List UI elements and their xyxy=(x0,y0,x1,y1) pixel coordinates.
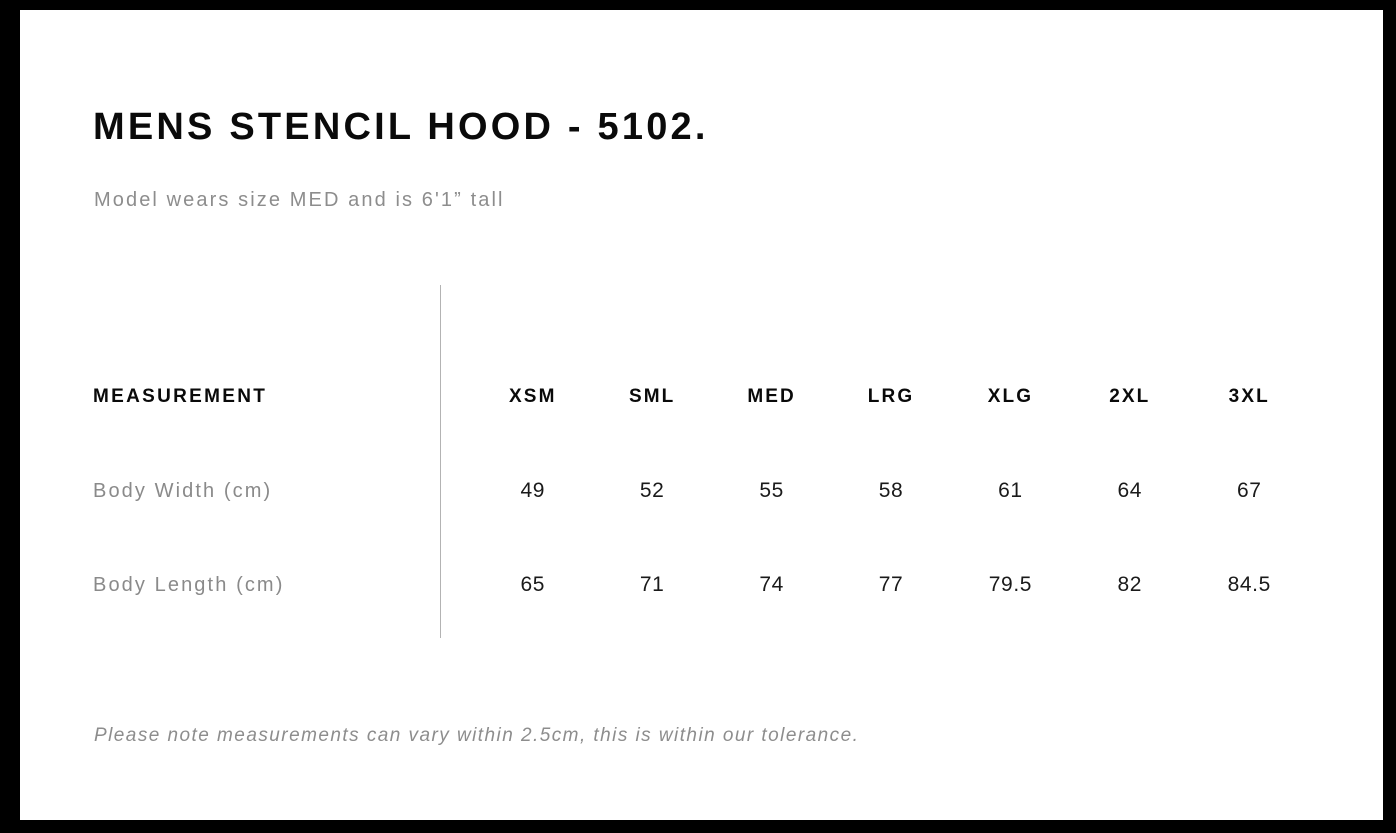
body-length-2xl: 82 xyxy=(1117,573,1143,596)
body-width-3xl: 67 xyxy=(1236,479,1262,502)
body-width-xsm: 49 xyxy=(520,479,546,502)
column-header-xsm: XSM xyxy=(509,386,557,407)
table-row: Body Width (cm) 49 52 55 58 61 64 67 xyxy=(93,444,1309,538)
table-header-row: MEASUREMENT XSM SML MED LRG XLG 2XL 3XL xyxy=(93,350,1309,444)
body-length-3xl: 84.5 xyxy=(1227,573,1271,596)
table-vertical-divider xyxy=(440,285,441,638)
body-width-med: 55 xyxy=(759,479,784,502)
body-length-xsm: 65 xyxy=(520,573,546,596)
row-label-body-width: Body Width (cm) xyxy=(93,479,273,502)
tolerance-footnote: Please note measurements can vary within… xyxy=(94,725,860,746)
size-chart-sheet: MENS STENCIL HOOD - 5102. Model wears si… xyxy=(20,10,1383,820)
body-length-lrg: 77 xyxy=(878,573,904,596)
body-width-sml: 52 xyxy=(639,479,665,502)
column-header-3xl: 3XL xyxy=(1228,386,1270,407)
size-table-container: MEASUREMENT XSM SML MED LRG XLG 2XL 3XL … xyxy=(20,10,1383,820)
table-row: Body Length (cm) 65 71 74 77 79.5 82 84.… xyxy=(93,538,1309,632)
column-header-measurement: MEASUREMENT xyxy=(93,386,268,407)
column-header-sml: SML xyxy=(628,386,676,407)
column-header-xlg: XLG xyxy=(987,386,1034,407)
body-width-2xl: 64 xyxy=(1117,479,1143,502)
body-length-sml: 71 xyxy=(639,573,665,596)
column-header-2xl: 2XL xyxy=(1109,386,1151,407)
column-header-med: MED xyxy=(747,386,796,407)
body-width-xlg: 61 xyxy=(998,479,1023,502)
body-length-med: 74 xyxy=(759,573,784,596)
row-label-body-length: Body Length (cm) xyxy=(93,573,285,596)
size-chart-table: MEASUREMENT XSM SML MED LRG XLG 2XL 3XL … xyxy=(93,350,1309,632)
body-width-lrg: 58 xyxy=(878,479,904,502)
model-fit-note: Model wears size MED and is 6'1” tall xyxy=(94,189,505,211)
body-length-xlg: 79.5 xyxy=(988,573,1033,596)
page-title: MENS STENCIL HOOD - 5102. xyxy=(93,106,709,148)
column-header-lrg: LRG xyxy=(867,386,915,407)
